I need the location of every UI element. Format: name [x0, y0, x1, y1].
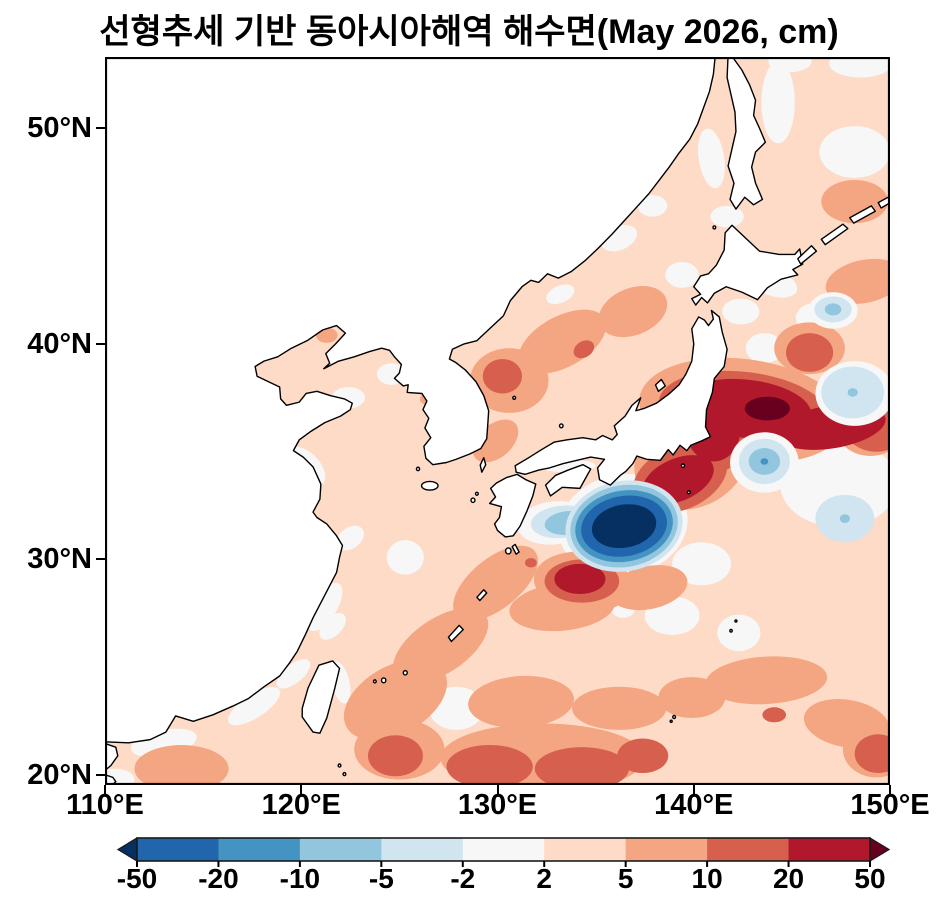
x-tick-label: 110°E [66, 789, 144, 821]
yakushima [506, 548, 511, 554]
y-tick-label: 20°N [27, 759, 92, 792]
goto-2 [476, 492, 479, 495]
iwo-2 [670, 720, 672, 722]
kuril-1 [798, 246, 817, 264]
shikoku [546, 465, 591, 496]
colorbar-segment [299, 838, 382, 861]
taiwan [302, 661, 339, 733]
tanegashima [512, 544, 519, 554]
y-tick-40°N [96, 342, 105, 345]
oki [560, 424, 564, 428]
x-tick-130°E [496, 785, 499, 794]
asia-mainland-korea [105, 57, 715, 743]
landmasses [105, 57, 890, 785]
colorbar-tick-label: 5 [618, 863, 634, 894]
colorbar-tick-label: -2 [450, 863, 475, 894]
x-tick-label: 130°E [457, 789, 538, 821]
ulleungdo [513, 396, 516, 399]
over-50-core [744, 396, 790, 421]
honshu [515, 310, 727, 485]
ishigaki [382, 678, 386, 683]
hachijojima [687, 491, 690, 494]
colorbar-outline [136, 837, 871, 862]
cool-spots [738, 296, 885, 543]
colorbar: -50 -20 -10 -5 -2 2 5 10 20 50 [116, 836, 891, 894]
ogasawara-2 [735, 620, 737, 622]
y-tick-label: 40°N [27, 327, 92, 360]
y-tick-20°N [96, 774, 105, 777]
ogasawara-1 [730, 629, 732, 632]
colorbar-tick-label: -50 [117, 863, 157, 894]
y-tick-label: 30°N [27, 543, 92, 576]
x-tick-110°E [104, 785, 106, 794]
colorbar-tick-label: -5 [369, 863, 394, 894]
kuril-4 [878, 193, 890, 208]
colorbar-segment [707, 838, 790, 861]
kuril-3 [850, 206, 876, 223]
colorbar-segment [788, 838, 871, 861]
colorbar-segment [625, 838, 708, 861]
x-tick-label: 140°E [654, 789, 734, 821]
tsushima [480, 458, 485, 472]
contour-map [105, 57, 890, 785]
colorbar-tick-label: 20 [773, 863, 804, 894]
colorbar-segment [218, 838, 301, 861]
x-tick-150°E [889, 785, 891, 794]
x-tick-120°E [300, 785, 303, 794]
colorbar-segment [381, 838, 464, 861]
x-tick-140°E [692, 785, 695, 794]
amami [477, 590, 487, 601]
batan-2 [343, 773, 346, 776]
jeju [422, 481, 438, 490]
iwo-1 [673, 715, 676, 718]
colorbar-segment [544, 838, 627, 861]
miyako [403, 671, 407, 675]
izu-oshima [681, 464, 684, 467]
korea-islet [416, 467, 419, 470]
colorbar-segment [137, 838, 219, 861]
batan-1 [338, 764, 341, 767]
kuril-2 [821, 224, 847, 244]
colorbar-tick-label: 2 [536, 863, 552, 894]
sado [655, 379, 665, 391]
okinawa [448, 625, 463, 641]
rebun [713, 226, 716, 229]
chart-title: 선형추세 기반 동아시아해역 해수면(May 2026, cm) [99, 13, 839, 51]
low-eddy [530, 480, 683, 572]
colorbar-segment [462, 838, 545, 861]
sakhalin [727, 57, 765, 209]
colorbar-tick-label: -10 [280, 863, 320, 894]
y-tick-30°N [96, 558, 105, 561]
colorbar-under-arrow [116, 836, 138, 863]
y-tick-50°N [96, 127, 105, 130]
kyushu [490, 474, 536, 537]
y-tick-label: 50°N [27, 112, 92, 145]
x-tick-label: 150°E [850, 789, 930, 821]
map-frame [105, 57, 890, 785]
iriomote [373, 680, 376, 683]
colorbar-tick-label: 10 [692, 863, 723, 894]
colorbar-over-arrow [869, 836, 891, 863]
colorbar-tick-label: -20 [198, 863, 238, 894]
goto-1 [471, 498, 475, 502]
colorbar-tick-label: 50 [854, 863, 885, 894]
hokkaido [692, 225, 803, 305]
x-tick-label: 120°E [261, 789, 341, 821]
leizhou [105, 743, 118, 769]
